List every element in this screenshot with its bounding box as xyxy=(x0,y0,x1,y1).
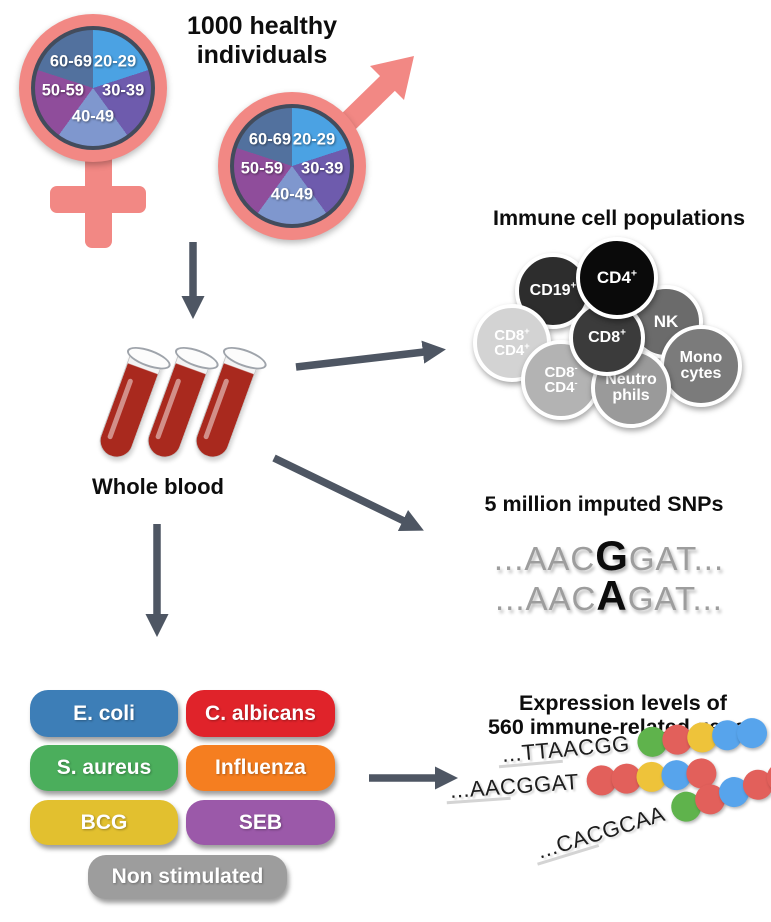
tube-shine xyxy=(106,378,134,440)
snp-sequence-1: ...AACGGAT... xyxy=(444,532,771,580)
arrow-blood-to-snps xyxy=(272,454,424,531)
whole-blood-label: Whole blood xyxy=(92,474,224,499)
expression-dot-blue xyxy=(735,716,769,750)
expression-sequence: ...CACGCAA xyxy=(534,800,668,864)
snp-seq-2-prefix: ...AAC xyxy=(495,580,597,617)
age-label-50-59: 50-59 xyxy=(41,81,84,100)
stimulation-pill-bcg: BCG xyxy=(30,800,178,845)
cell-label: CD19+ xyxy=(529,280,577,299)
female-symbol-cross-horizontal xyxy=(50,186,146,213)
male-symbol: 20-29 30-39 40-49 50-59 60-69 xyxy=(218,92,366,240)
snps-title: 5 million imputed SNPs xyxy=(484,492,724,516)
cell-label: Neutro xyxy=(605,370,657,388)
cell-label: cytes xyxy=(680,365,722,382)
cell-label: CD4+ xyxy=(494,341,530,359)
cell-label: NK xyxy=(653,312,679,332)
cohort-title: 1000 healthy individuals xyxy=(186,12,338,69)
age-pie-male: 20-29 30-39 40-49 50-59 60-69 xyxy=(230,104,354,228)
cell-monocytes: Mono cytes xyxy=(660,325,742,407)
age-label-30-39: 30-39 xyxy=(102,81,145,100)
cell-label: Mono xyxy=(679,348,723,366)
female-symbol: 20-29 30-39 40-49 50-59 60-69 xyxy=(19,14,167,162)
stimulation-label: BCG xyxy=(80,810,128,834)
snp-seq-1-variant: G xyxy=(595,532,629,579)
stimulation-label: Non stimulated xyxy=(111,865,264,888)
arrow-blood-to-cells xyxy=(295,340,446,371)
age-label-20-29: 20-29 xyxy=(292,130,336,149)
age-label-40-49: 40-49 xyxy=(71,107,115,126)
stimulation-label: Influenza xyxy=(214,756,306,779)
age-pie-female: 20-29 30-39 40-49 50-59 60-69 xyxy=(31,26,155,150)
stimulation-pill-s-aureus: S. aureus xyxy=(30,745,178,791)
snp-seq-1-prefix: ...AAC xyxy=(493,540,596,577)
stimulation-label: C. albicans xyxy=(205,701,316,725)
age-label-30-39: 30-39 xyxy=(301,159,344,178)
cell-label: CD8+ xyxy=(494,325,530,344)
stimulation-label: S. aureus xyxy=(56,756,152,779)
expression-title-line1: Expression levels of xyxy=(519,691,727,715)
age-label-40-49: 40-49 xyxy=(270,185,314,204)
tube-shine xyxy=(154,378,182,440)
stimulation-label: E. coli xyxy=(73,701,135,725)
stimulation-pill-seb: SEB xyxy=(186,800,335,845)
snp-seq-1-suffix: GAT... xyxy=(628,540,725,577)
cell-cd4-pos: CD4+ xyxy=(576,237,658,319)
age-label-50-59: 50-59 xyxy=(240,159,283,178)
snp-sequence-2: ...AACAGAT... xyxy=(444,572,771,620)
stimulation-pill-non-stimulated: Non stimulated xyxy=(88,855,287,899)
age-label-20-29: 20-29 xyxy=(93,52,137,71)
cell-label: phils xyxy=(612,387,650,404)
cell-label: CD8+ xyxy=(588,327,626,346)
cell-label: CD8- xyxy=(544,362,578,381)
age-label-60-69: 60-69 xyxy=(49,52,93,71)
stimulation-pill-c-albicans: C. albicans xyxy=(186,690,335,737)
cell-label: CD4- xyxy=(544,378,578,396)
cell-label: CD4+ xyxy=(596,267,638,288)
stimulation-pill-e-coli: E. coli xyxy=(30,690,178,737)
tube-shine xyxy=(202,378,230,440)
stimulation-pill-influenza: Influenza xyxy=(186,745,335,791)
immune-cells-title: Immune cell populations xyxy=(492,206,746,230)
snp-seq-2-variant: A xyxy=(596,572,628,619)
stimulation-label: SEB xyxy=(238,810,283,834)
age-label-60-69: 60-69 xyxy=(248,130,292,149)
snp-seq-2-suffix: GAT... xyxy=(627,580,723,617)
